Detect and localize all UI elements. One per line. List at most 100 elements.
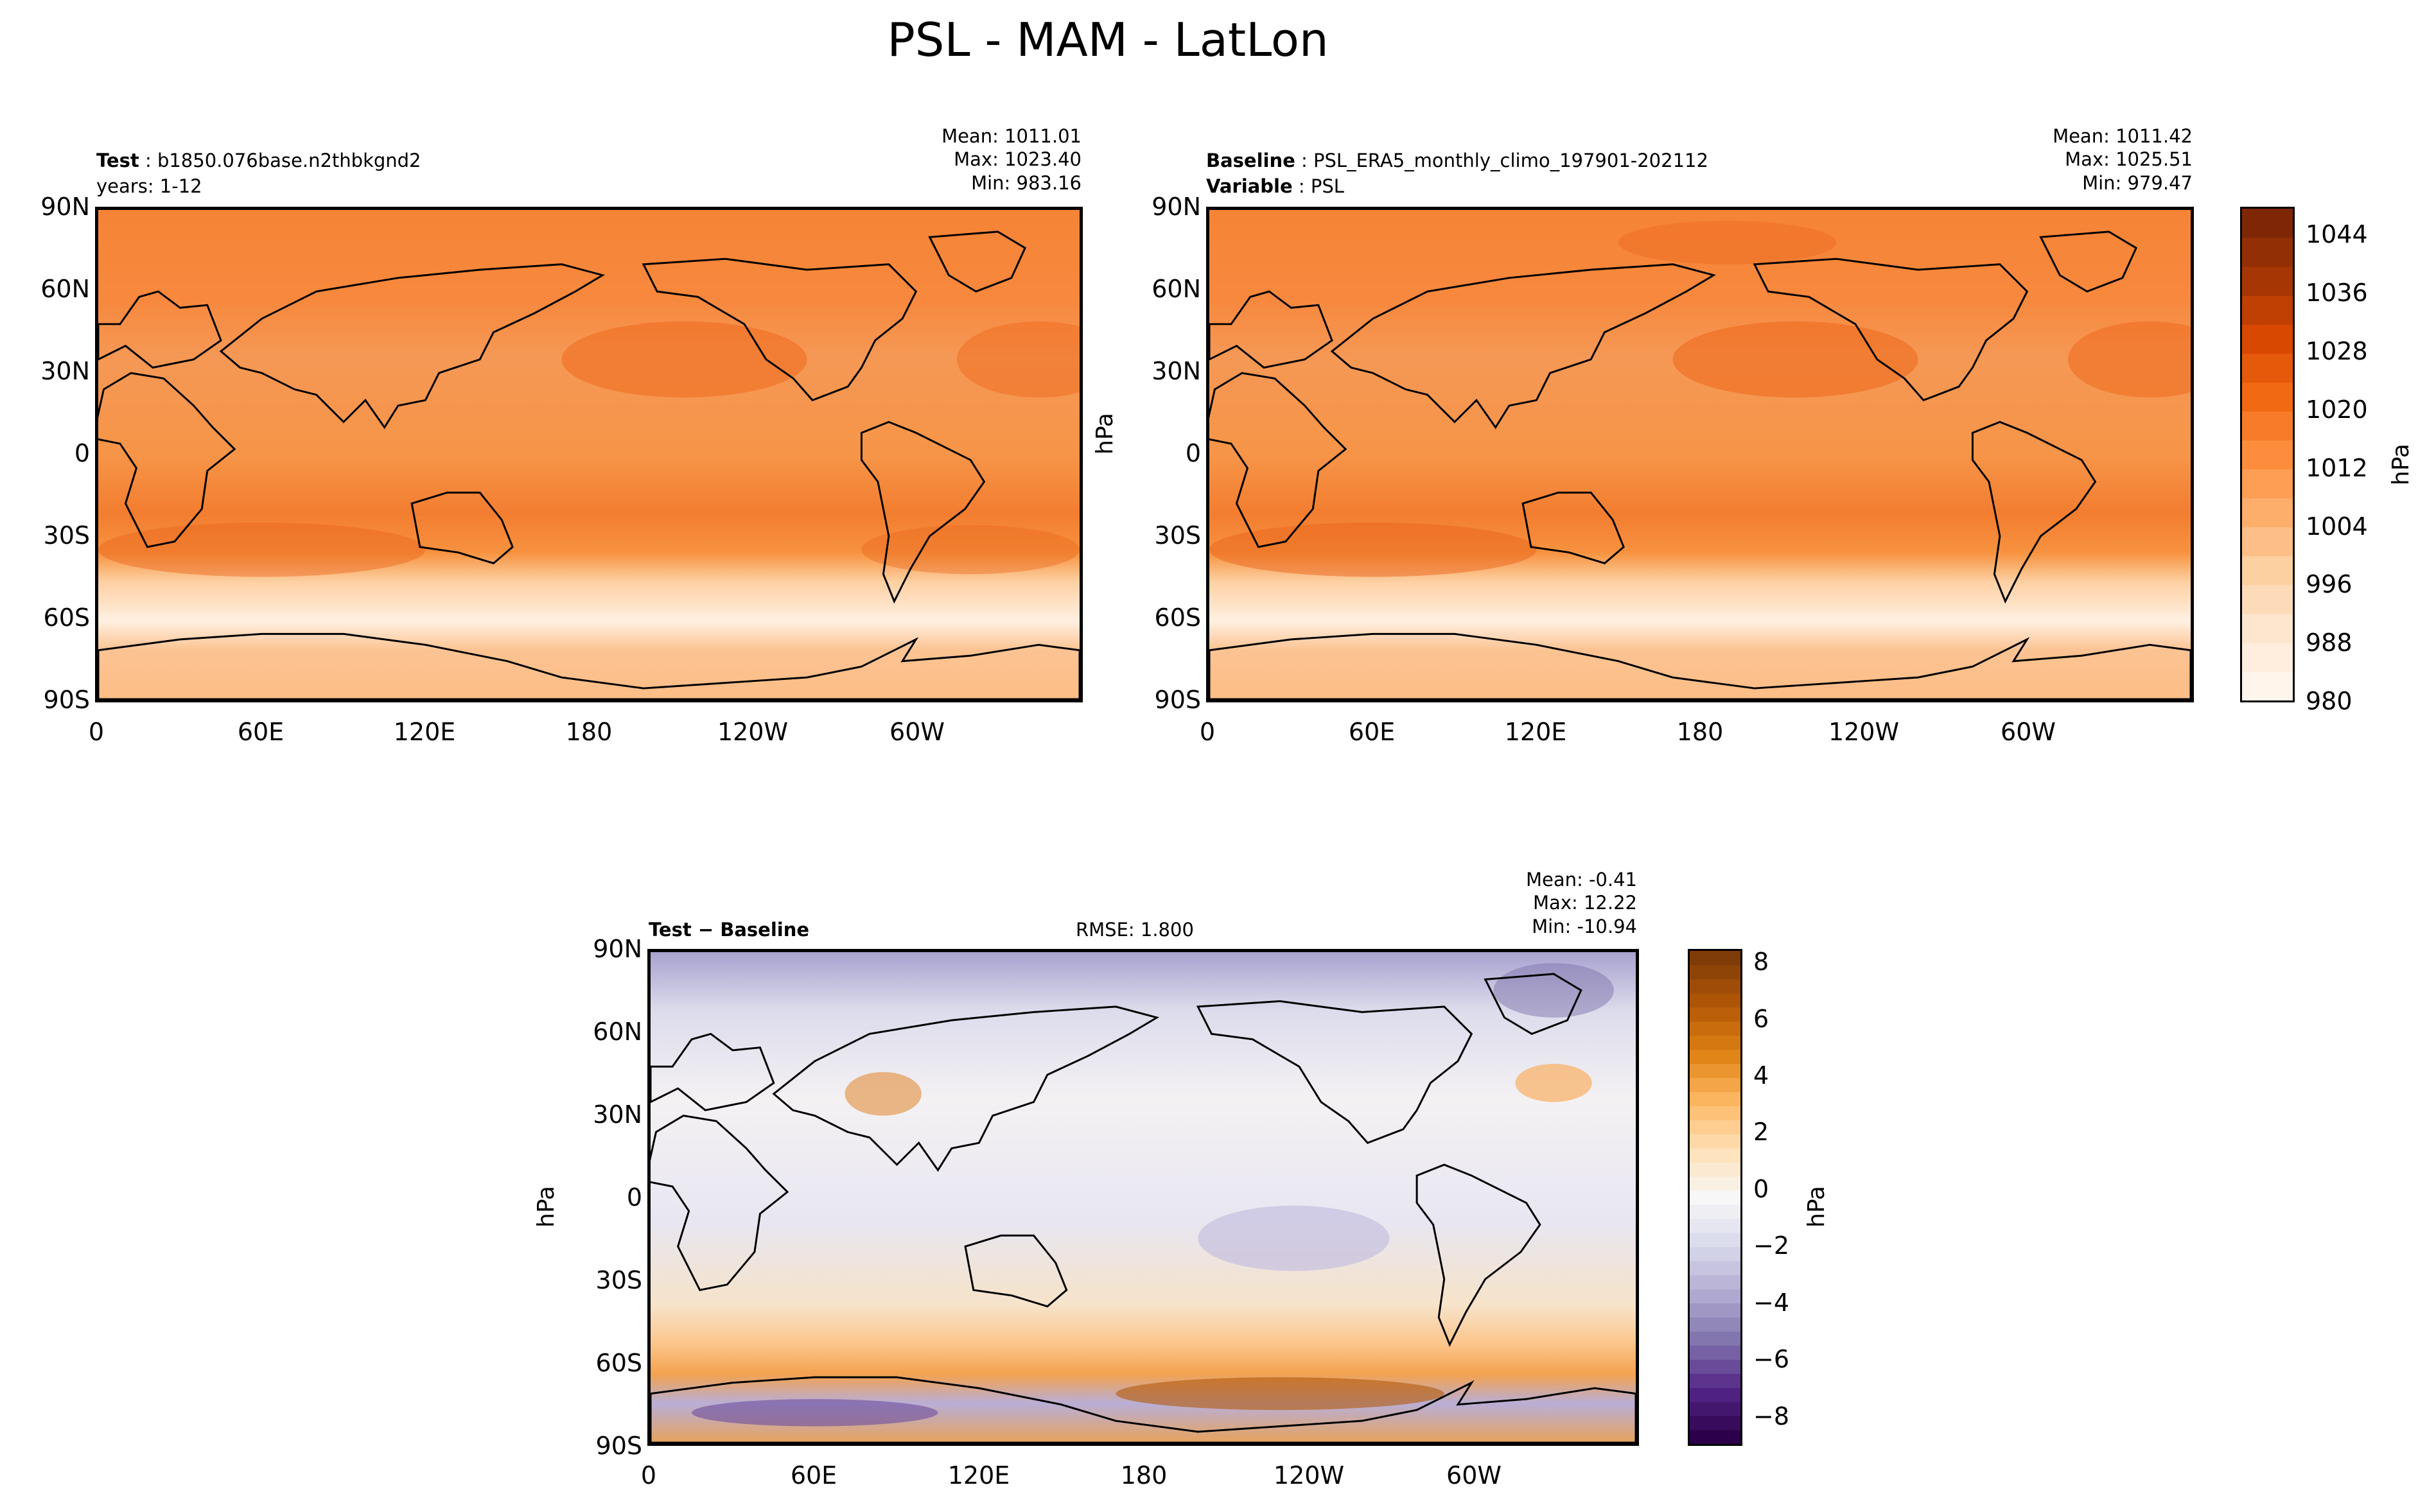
colorbar-band <box>2242 498 2293 528</box>
colorbar-tick-label: 1028 <box>2306 337 2368 366</box>
psl-colorbar-label: hPa <box>2388 444 2414 485</box>
colorbar-band <box>1690 1091 1740 1106</box>
test-years: years: 1-12 <box>96 175 202 197</box>
baseline-label-value: PSL_ERA5_monthly_climo_197901-202112 <box>1313 150 1708 171</box>
colorbar-band <box>1690 1387 1740 1402</box>
figure-title: PSL - MAM - LatLon <box>887 13 1329 67</box>
colorbar-band <box>1690 1317 1740 1332</box>
colorbar-tick-label: 988 <box>2306 629 2353 657</box>
lon-tick: 0 <box>640 1461 657 1490</box>
lon-tick: 60E <box>237 718 285 746</box>
colorbar-band <box>1690 1373 1740 1388</box>
colorbar-band <box>1690 1402 1740 1416</box>
lon-tick: 60W <box>2001 718 2056 746</box>
colorbar-band <box>1690 1218 1740 1233</box>
colorbar-band <box>1690 1274 1740 1290</box>
lat-tick: 60N <box>40 275 90 303</box>
colorbar-tick-label: 4 <box>1753 1061 1769 1090</box>
colorbar-band <box>1690 1430 1740 1444</box>
colorbar-band <box>1690 951 1740 966</box>
colorbar-tick-label: 6 <box>1753 1004 1769 1033</box>
colorbar-band <box>1690 1176 1740 1191</box>
baseline-max: Max: 1025.51 <box>2065 148 2193 171</box>
test-map[interactable] <box>95 207 1083 702</box>
colorbar-band <box>2242 353 2293 383</box>
colorbar-band <box>1690 1162 1740 1177</box>
lon-tick: 60W <box>1446 1461 1502 1490</box>
lon-tick: 60W <box>889 718 945 746</box>
lon-tick: 120W <box>1828 718 1900 746</box>
colorbar-band <box>2242 671 2293 700</box>
diff-mean: Mean: -0.41 <box>1525 869 1637 891</box>
colorbar-band <box>1690 1331 1740 1346</box>
psl-colorbar-ticks: 1044 1036 1028 1020 1012 1004 996 988 980 <box>2306 207 2383 715</box>
lat-tick: 30S <box>595 1266 642 1294</box>
baseline-min: Min: 979.47 <box>2082 171 2193 194</box>
test-stats: Mean: 1011.01 Max: 1023.40 Min: 983.16 <box>942 125 1082 195</box>
diff-rmse: RMSE: 1.800 <box>1076 919 1194 941</box>
lat-tick: 90S <box>43 686 90 714</box>
baseline-stats: Mean: 1011.42 Max: 1025.51 Min: 979.47 <box>2053 125 2193 195</box>
lat-tick: 90S <box>595 1432 642 1460</box>
baseline-label: Baseline : PSL_ERA5_monthly_climo_197901… <box>1206 150 1708 171</box>
test-min: Min: 983.16 <box>971 171 1082 194</box>
lat-tick: 60S <box>1154 604 1201 632</box>
diff-stats: Mean: -0.41 Max: 12.22 Min: -10.94 <box>1526 868 1637 938</box>
colorbar-tick-label: 0 <box>1753 1174 1769 1203</box>
lon-tick: 180 <box>1676 718 1724 746</box>
colorbar-band <box>1690 1007 1740 1022</box>
colorbar-tick-label: 1020 <box>2306 395 2368 424</box>
lon-tick: 120E <box>947 1461 1010 1490</box>
colorbar-band <box>1690 1035 1740 1050</box>
lat-tick: 30S <box>1154 521 1201 550</box>
colorbar-band <box>2242 209 2293 238</box>
colorbar-band <box>2242 555 2293 586</box>
diff-map[interactable] <box>647 949 1639 1446</box>
colorbar-band <box>1690 1345 1740 1360</box>
colorbar-band <box>1690 1120 1740 1134</box>
colorbar-band <box>1690 1190 1740 1205</box>
lat-tick: 0 <box>74 439 90 467</box>
colorbar-tick-label: 8 <box>1753 948 1769 977</box>
lat-tick: 90N <box>40 193 90 221</box>
lat-tick: 30N <box>1152 357 1201 385</box>
colorbar-band <box>1690 1246 1740 1262</box>
lon-tick: 120E <box>393 718 456 746</box>
colorbar-band <box>2242 295 2293 325</box>
colorbar-tick-label: 996 <box>2306 570 2353 599</box>
lon-tick: 180 <box>1120 1461 1168 1490</box>
lat-tick: 90N <box>593 935 642 963</box>
diff-colorbar <box>1688 949 1742 1446</box>
colorbar-band <box>1690 1303 1740 1318</box>
diff-label: Test − Baseline <box>649 919 810 941</box>
colorbar-band <box>1690 1134 1740 1149</box>
colorbar-tick-label: 980 <box>2306 687 2353 715</box>
colorbar-band <box>2242 584 2293 614</box>
diff-colorbar-label: hPa <box>1803 1186 1830 1228</box>
colorbar-band <box>2242 642 2293 672</box>
colorbar-band <box>1690 1106 1740 1120</box>
lon-tick: 0 <box>88 718 105 746</box>
colorbar-band <box>1690 1204 1740 1219</box>
baseline-label-bold: Baseline <box>1206 150 1295 171</box>
lon-tick: 60E <box>1348 718 1396 746</box>
colorbar-band <box>1690 993 1740 1008</box>
colorbar-band <box>1690 1359 1740 1374</box>
baseline-map[interactable] <box>1206 207 2194 702</box>
test-max: Max: 1023.40 <box>954 148 1082 171</box>
colorbar-band <box>2242 382 2293 412</box>
colorbar-band <box>1690 1289 1740 1304</box>
colorbar-band <box>2242 266 2293 296</box>
colorbar-band <box>2242 411 2293 441</box>
lat-tick: 60N <box>593 1018 642 1046</box>
lon-tick: 60E <box>790 1461 837 1490</box>
diff-ylabel: hPa <box>533 1186 559 1228</box>
baseline-mean: Mean: 1011.42 <box>2053 125 2193 147</box>
test-label-bold: Test <box>96 150 139 171</box>
psl-colorbar <box>2240 207 2295 702</box>
lat-tick: 90S <box>1154 686 1201 714</box>
colorbar-band <box>2242 469 2293 499</box>
colorbar-band <box>1690 1049 1740 1064</box>
lat-tick: 60N <box>1152 275 1201 303</box>
lat-tick: 30S <box>43 521 90 550</box>
